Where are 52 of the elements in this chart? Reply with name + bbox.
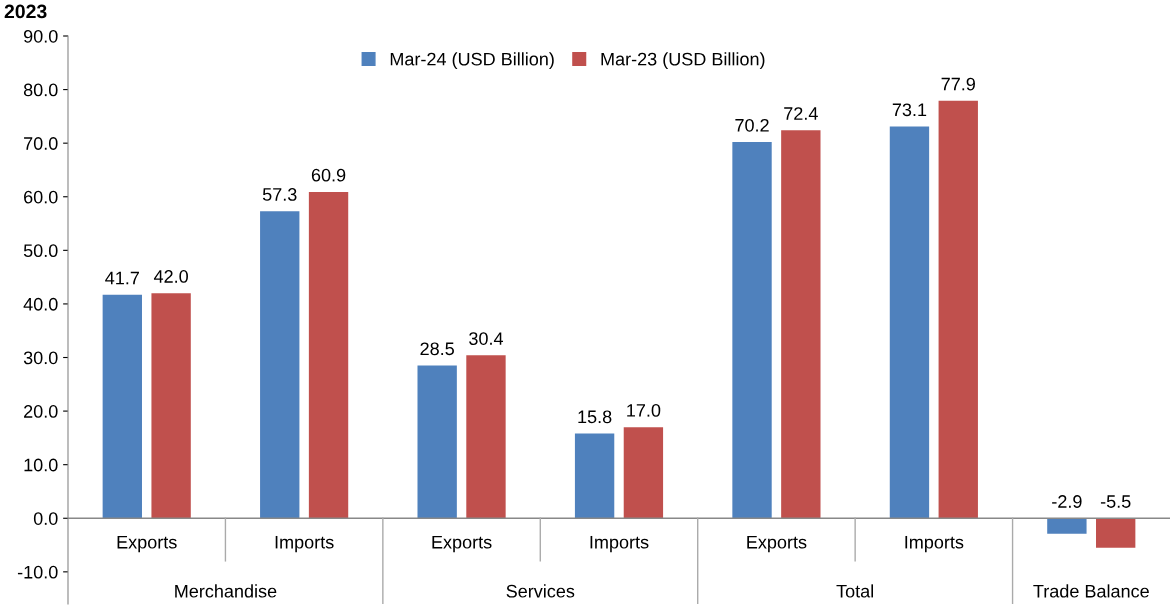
bar [102, 294, 142, 519]
data-label: 77.9 [941, 77, 975, 91]
annotation: Trade Balance [1033, 584, 1149, 598]
chart-title: 2023 [4, 4, 47, 19]
bar [308, 191, 349, 519]
bar [781, 130, 821, 519]
data-label: 28.5 [420, 342, 454, 356]
data-label: -5.5 [1100, 495, 1131, 508]
data-label: 41.7 [105, 271, 139, 285]
annotation: Total [836, 584, 873, 598]
annotation: Merchandise [175, 584, 277, 598]
x-tick-label: Exports [117, 535, 177, 553]
bar [889, 126, 930, 519]
y-tick-label: 90.0 [23, 29, 58, 43]
data-label: 73.1 [892, 103, 927, 117]
data-label: 42.0 [153, 270, 188, 283]
y-tick-label: 50.0 [23, 244, 58, 258]
y-tick-label: 10.0 [24, 458, 58, 472]
data-label: 17.0 [627, 404, 661, 417]
bar [623, 427, 664, 519]
bar [151, 293, 191, 519]
y-tick-label: 20.0 [24, 405, 58, 418]
bar [574, 433, 615, 519]
y-tick-label: -10.0 [17, 565, 58, 579]
data-label: 15.8 [578, 410, 612, 424]
bar [938, 100, 978, 519]
y-tick-label: 70.0 [24, 137, 58, 150]
bar [466, 355, 506, 519]
data-label: 57.3 [262, 188, 297, 201]
bar [732, 142, 772, 519]
y-tick-label: 60.0 [24, 190, 58, 204]
legend-label: Mar-23 (USD Billion) [601, 52, 765, 70]
data-label: 60.9 [311, 168, 346, 182]
x-tick-label: Imports [275, 535, 334, 553]
x-tick-label: Exports [432, 535, 492, 553]
bar [1096, 518, 1136, 548]
x-tick-label: Exports [747, 535, 807, 553]
y-tick-label: 80.0 [23, 83, 58, 97]
y-tick-label: 0.0 [33, 512, 58, 525]
bar [1047, 518, 1087, 534]
y-tick-label: 30.0 [23, 351, 58, 365]
x-tick-label: Imports [905, 535, 964, 553]
bar [417, 365, 457, 519]
annotation: Services [506, 584, 575, 598]
data-label: 72.4 [784, 107, 818, 120]
x-tick-label: Imports [590, 535, 649, 553]
legend-label: Mar-24 (USD Billion) [390, 52, 554, 70]
data-label: 30.4 [469, 332, 504, 345]
y-tick-label: 40.0 [23, 297, 58, 311]
bar [260, 211, 300, 519]
data-label: 70.2 [735, 118, 769, 132]
data-label: -2.9 [1052, 495, 1082, 508]
